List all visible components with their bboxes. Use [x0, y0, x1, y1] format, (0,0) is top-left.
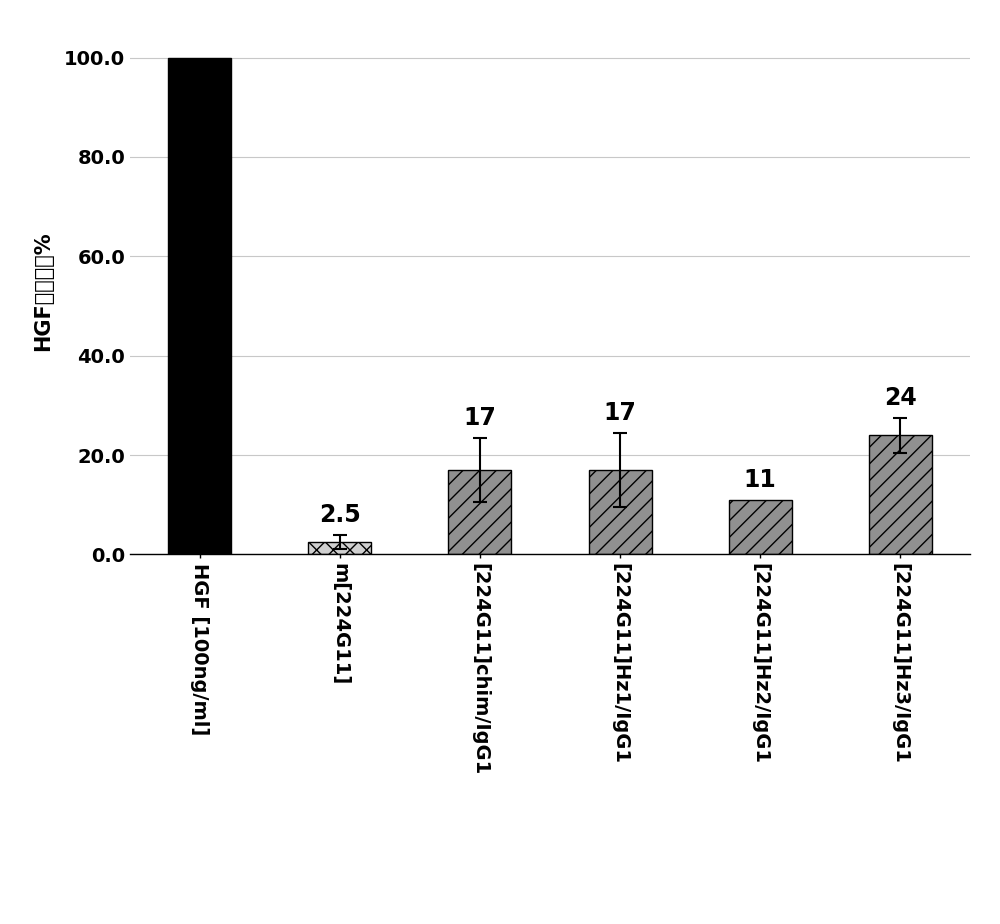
Bar: [729, 500, 792, 554]
Bar: [869, 435, 932, 554]
Bar: [448, 470, 511, 554]
Text: 17: 17: [604, 401, 636, 425]
Text: 2.5: 2.5: [319, 503, 361, 527]
Bar: [308, 542, 371, 554]
Text: 17: 17: [464, 407, 496, 431]
Bar: [589, 470, 652, 554]
Text: 11: 11: [744, 468, 777, 492]
Text: 24: 24: [884, 386, 917, 410]
Y-axis label: HGF最大作用%: HGF最大作用%: [33, 231, 53, 351]
Bar: [168, 57, 231, 554]
